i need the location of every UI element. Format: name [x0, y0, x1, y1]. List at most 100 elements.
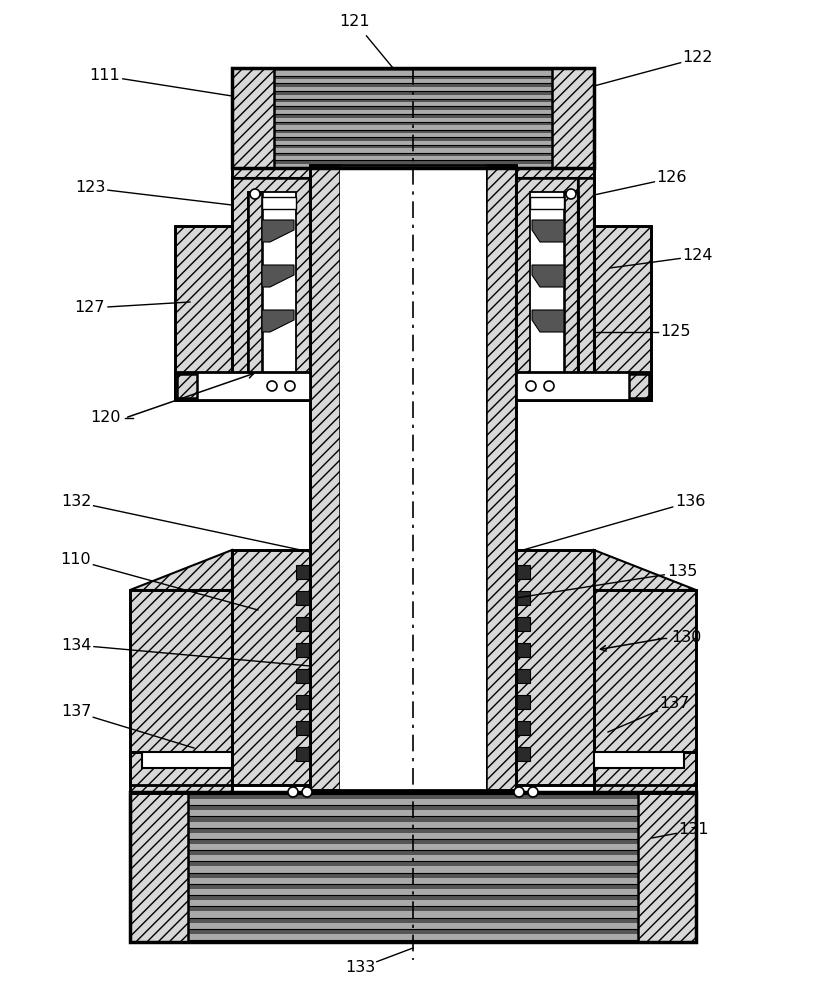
Bar [130, 550, 232, 590]
Bar [296, 695, 309, 709]
Bar [516, 178, 578, 396]
Bar [594, 752, 696, 793]
Circle shape [528, 787, 538, 797]
Bar [232, 550, 310, 785]
Bar [232, 178, 310, 396]
Text: 122: 122 [683, 50, 713, 66]
Bar [248, 192, 262, 380]
Bar [517, 747, 530, 761]
Bar [130, 752, 232, 793]
Bar [296, 565, 309, 579]
Bar [486, 165, 516, 790]
Circle shape [514, 787, 524, 797]
Bar [578, 178, 594, 396]
Bar [517, 591, 530, 605]
Bar [594, 752, 684, 768]
Bar [188, 828, 638, 833]
Bar [232, 168, 310, 400]
Polygon shape [262, 310, 294, 332]
Bar [232, 68, 274, 168]
Bar [530, 192, 578, 380]
Bar [142, 752, 232, 768]
Circle shape [544, 381, 554, 391]
Bar [274, 68, 552, 71]
Text: 133: 133 [345, 960, 375, 976]
Bar [516, 550, 594, 785]
Bar [262, 197, 296, 209]
Bar [516, 168, 594, 400]
Bar [516, 168, 594, 400]
Bar [594, 590, 696, 785]
Bar [232, 550, 310, 785]
Circle shape [285, 381, 295, 391]
Bar [594, 590, 696, 785]
Bar [296, 721, 309, 735]
Polygon shape [532, 265, 564, 287]
Bar [188, 794, 638, 940]
Bar [188, 895, 638, 900]
Polygon shape [262, 220, 294, 242]
Bar [130, 752, 232, 793]
Text: 126: 126 [657, 170, 687, 186]
Bar [274, 160, 552, 164]
Bar [188, 929, 638, 934]
Text: 127: 127 [74, 300, 105, 316]
Bar [517, 721, 530, 735]
Bar [248, 192, 296, 380]
Text: 125: 125 [661, 324, 691, 340]
Text: 136: 136 [675, 494, 705, 510]
Bar [130, 590, 232, 785]
Bar [274, 122, 552, 125]
Bar [188, 918, 638, 923]
Circle shape [267, 381, 277, 391]
Text: 131: 131 [679, 822, 710, 838]
Bar [594, 226, 651, 400]
Bar [130, 590, 232, 785]
Bar [274, 130, 552, 133]
Bar [188, 805, 638, 810]
Bar [564, 192, 578, 380]
Bar [517, 669, 530, 683]
Bar [188, 861, 638, 866]
Text: 130: 130 [671, 631, 701, 646]
Bar [188, 816, 638, 822]
Text: 134: 134 [61, 638, 91, 652]
Text: 137: 137 [61, 704, 91, 720]
Bar [274, 114, 552, 118]
Bar [274, 145, 552, 148]
Bar [130, 792, 188, 942]
Bar [175, 372, 310, 400]
Bar [188, 906, 638, 911]
Bar [188, 850, 638, 855]
Circle shape [302, 787, 312, 797]
Bar [274, 106, 552, 110]
Text: 121: 121 [339, 14, 370, 29]
Text: 137: 137 [659, 696, 689, 712]
Bar [188, 839, 638, 844]
Bar [296, 617, 309, 631]
Bar [274, 68, 552, 168]
Bar [232, 168, 310, 400]
Bar [296, 591, 309, 605]
Text: 135: 135 [667, 564, 697, 580]
Bar [517, 695, 530, 709]
Bar [177, 374, 197, 398]
Bar [517, 643, 530, 657]
Bar [274, 137, 552, 141]
Bar [175, 226, 232, 400]
Bar [629, 374, 649, 398]
Bar [310, 165, 340, 790]
Text: 110: 110 [60, 552, 92, 568]
Bar [188, 884, 638, 889]
Bar [578, 178, 594, 396]
Bar [516, 372, 651, 400]
Polygon shape [532, 310, 564, 332]
Polygon shape [130, 550, 232, 590]
Bar [594, 226, 651, 400]
Bar [594, 550, 696, 590]
Bar [130, 792, 696, 942]
Bar [274, 153, 552, 156]
Polygon shape [262, 265, 294, 287]
Bar [274, 99, 552, 102]
Bar [232, 178, 310, 396]
